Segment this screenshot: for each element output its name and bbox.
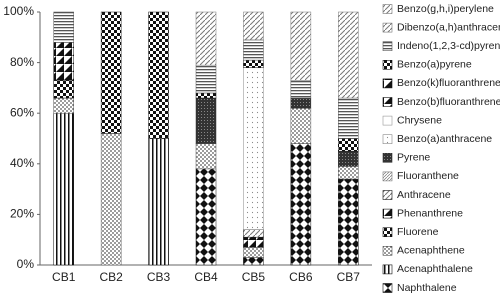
legend-swatch bbox=[382, 283, 393, 293]
bar-segment bbox=[195, 168, 217, 266]
x-tick-label: CB2 bbox=[99, 270, 123, 284]
bar-segment bbox=[53, 97, 74, 114]
bar-segment bbox=[243, 11, 264, 41]
legend-label: Dibenzo(a,h)anthracene bbox=[397, 21, 500, 33]
bar-segment bbox=[338, 138, 359, 152]
bar-segment bbox=[243, 236, 264, 248]
y-tick-label: 40% bbox=[10, 156, 34, 170]
legend-label: Chrysene bbox=[397, 114, 442, 126]
x-tick-label: CB5 bbox=[242, 270, 266, 284]
legend-label: Benzo(k)fluoranthrene bbox=[397, 77, 500, 89]
legend-swatch bbox=[382, 208, 393, 219]
legend-label: Acenaphthalene bbox=[397, 263, 473, 275]
legend-label: Benzo(b)fluoranthrene bbox=[397, 96, 500, 108]
y-tick-label: 20% bbox=[10, 207, 34, 221]
legend-label: Benzo(a)pyrene bbox=[397, 59, 472, 71]
legend-swatch bbox=[382, 115, 393, 126]
legend-swatch bbox=[382, 153, 393, 163]
bar-segment bbox=[290, 11, 312, 81]
legend-label: Acenaphthene bbox=[397, 245, 465, 257]
bar-segment bbox=[243, 67, 264, 230]
bar-segment bbox=[53, 42, 74, 81]
bar-segment bbox=[195, 143, 217, 170]
legend-label: Benzo(a)anthracene bbox=[397, 133, 492, 145]
bar-segment bbox=[243, 247, 264, 258]
bar-segment bbox=[290, 143, 312, 266]
legend-swatch bbox=[382, 78, 393, 89]
legend-swatch bbox=[382, 59, 393, 70]
bar-segment bbox=[195, 92, 217, 99]
bar-segment bbox=[100, 133, 122, 266]
bar-segment bbox=[290, 97, 312, 109]
legend-label: Benzo(g,h,i)perylene bbox=[397, 3, 494, 15]
x-tick-label: CB6 bbox=[289, 270, 313, 284]
bar-segment bbox=[243, 257, 264, 266]
legend-swatch bbox=[382, 227, 393, 237]
legend-swatch bbox=[382, 4, 393, 14]
bar-segment bbox=[338, 178, 359, 266]
legend-label: Fluoranthene bbox=[397, 170, 459, 182]
bar-segment bbox=[338, 150, 359, 167]
legend-label: Indeno(1,2,3-cd)pyrene bbox=[397, 40, 500, 52]
legend-swatch bbox=[382, 171, 393, 182]
legend-swatch bbox=[382, 22, 393, 33]
bar-segment bbox=[290, 80, 312, 99]
legend-label: Anthracene bbox=[397, 189, 451, 201]
legend-swatch bbox=[382, 134, 393, 144]
y-tick-label: 80% bbox=[10, 55, 34, 69]
bar-segment bbox=[338, 11, 359, 99]
bar-segment bbox=[195, 11, 217, 66]
legend-swatch bbox=[382, 264, 393, 275]
bar-segment bbox=[53, 112, 74, 266]
legend-label: Pyrene bbox=[397, 152, 430, 164]
legend-swatch bbox=[382, 246, 393, 256]
legend-label: Naphthalene bbox=[397, 282, 457, 294]
x-tick-label: CB4 bbox=[194, 270, 218, 284]
bar-segment bbox=[53, 80, 74, 99]
bar-segment bbox=[53, 11, 74, 43]
y-tick-label: 0% bbox=[17, 257, 35, 271]
y-tick-label: 100% bbox=[3, 4, 34, 18]
bar-segment bbox=[338, 97, 359, 139]
bar-segment bbox=[338, 166, 359, 180]
bar-segment bbox=[148, 11, 169, 139]
x-tick-label: CB7 bbox=[337, 270, 361, 284]
x-tick-label: CB1 bbox=[52, 270, 76, 284]
legend-swatch bbox=[382, 190, 393, 200]
bar-segment bbox=[195, 97, 217, 144]
bar-segment bbox=[290, 107, 312, 144]
bar-segment bbox=[243, 39, 264, 61]
legend-label: Fluorene bbox=[397, 226, 439, 238]
y-tick-label: 60% bbox=[10, 105, 34, 119]
legend-label: Phenanthrene bbox=[397, 207, 463, 219]
bar-segment bbox=[195, 64, 217, 94]
bar-segment bbox=[243, 229, 264, 238]
x-tick-label: CB3 bbox=[147, 270, 171, 284]
bar-segment bbox=[243, 59, 264, 68]
legend-swatch bbox=[382, 97, 393, 107]
legend-swatch bbox=[382, 41, 393, 52]
bar-segment bbox=[148, 138, 169, 266]
bar-segment bbox=[100, 11, 122, 134]
